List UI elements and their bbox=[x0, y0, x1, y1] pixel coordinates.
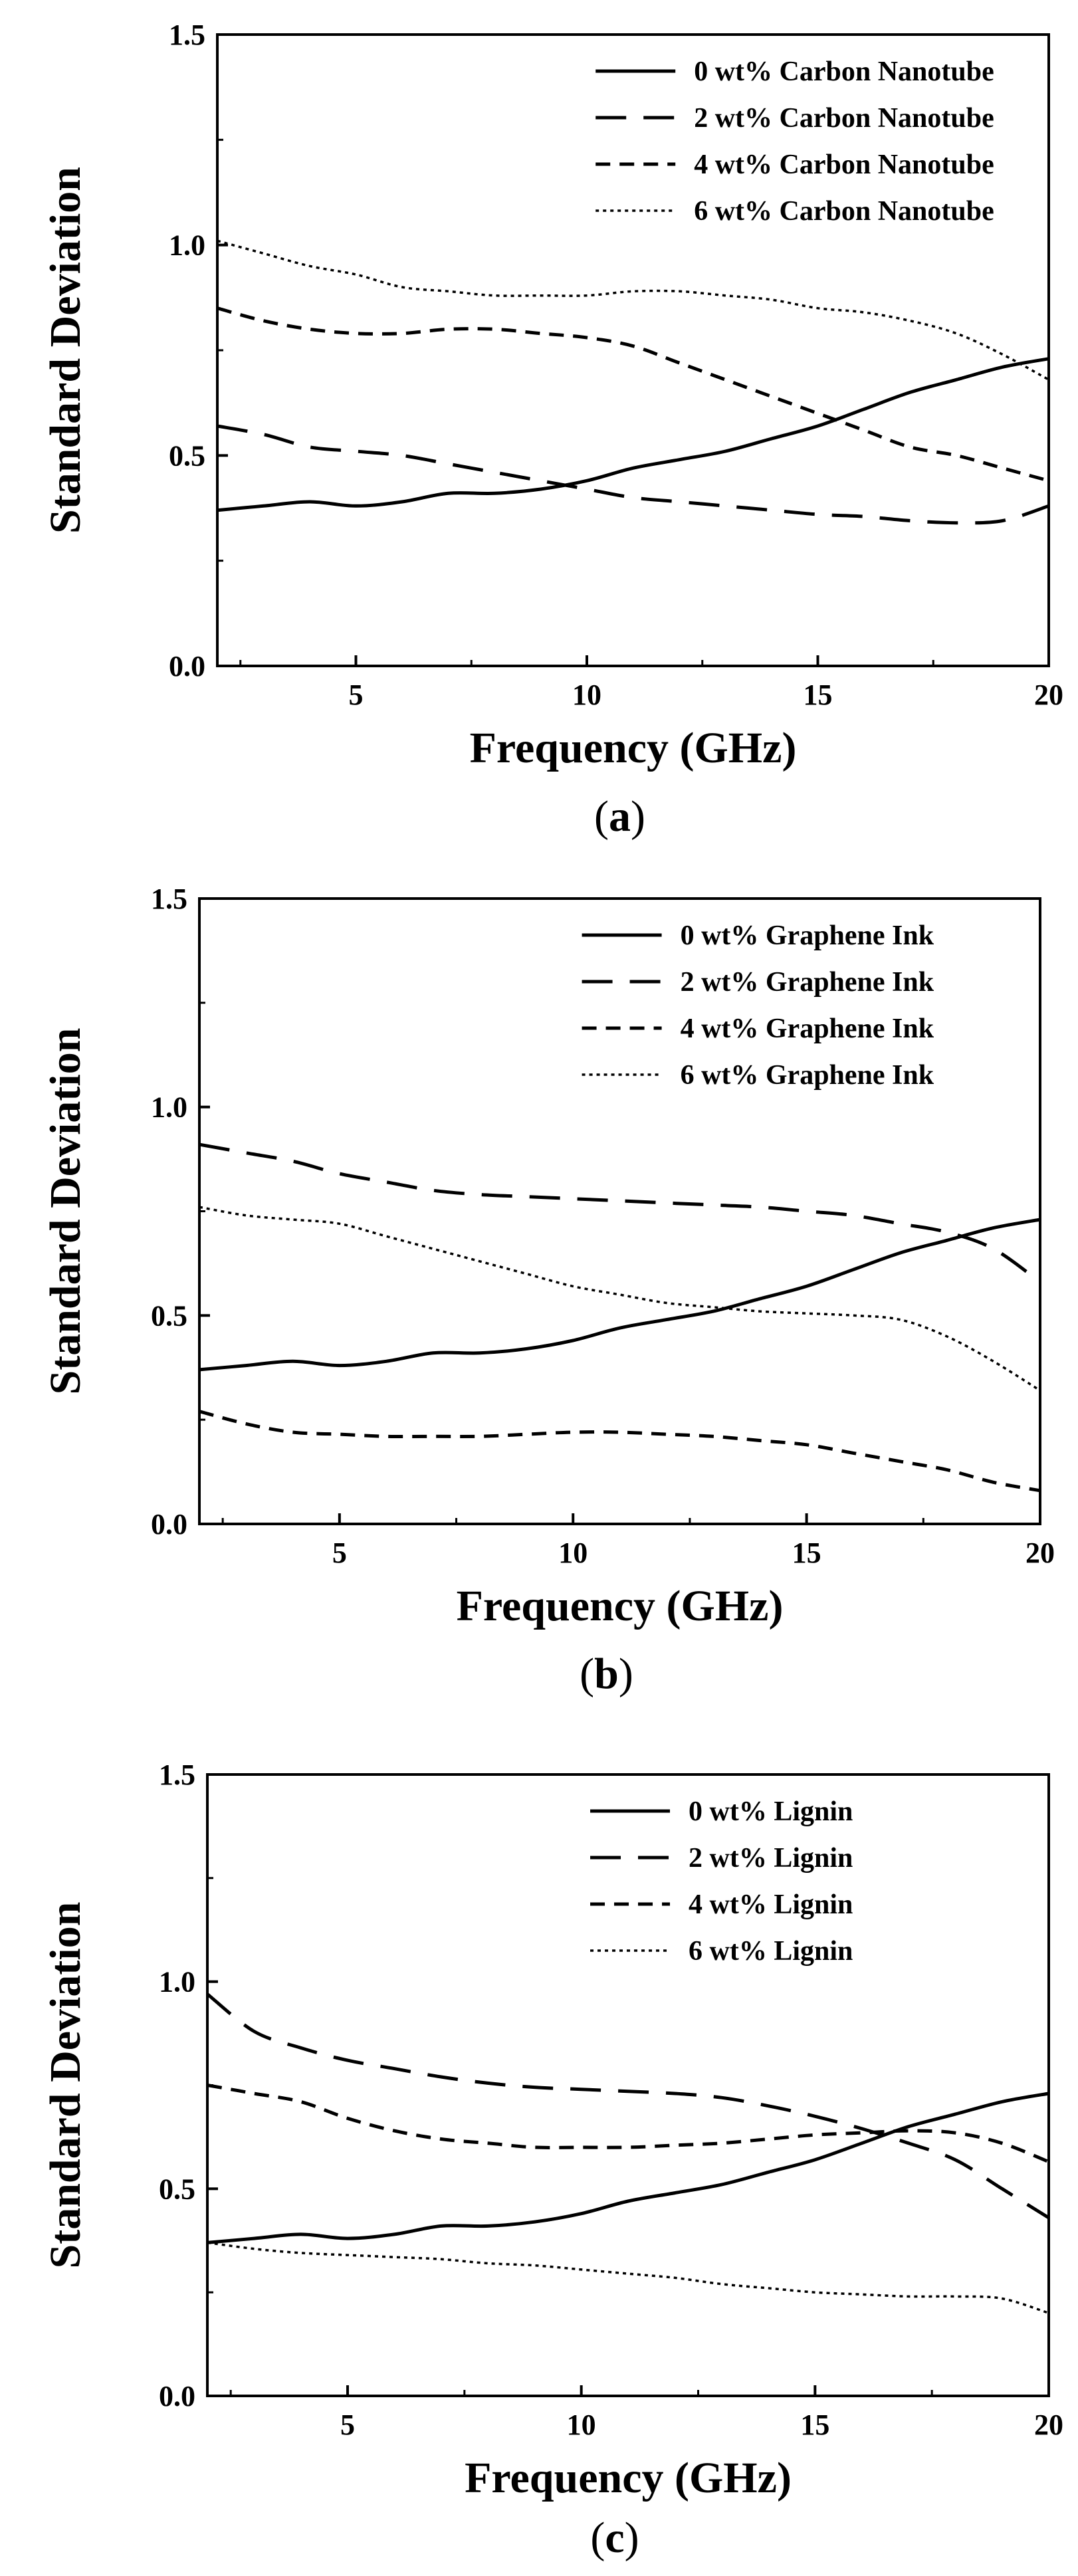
legend-label: 4 wt% Graphene Ink bbox=[681, 1014, 934, 1044]
panel-caption: (c) bbox=[590, 2514, 639, 2562]
x-tick-label: 5 bbox=[340, 2409, 355, 2441]
legend-label: 6 wt% Lignin bbox=[689, 1936, 853, 1967]
x-axis-title: Frequency (GHz) bbox=[457, 1582, 784, 1630]
x-tick-label: 15 bbox=[800, 2409, 829, 2441]
panel-caption: (a) bbox=[594, 792, 645, 841]
legend-label: 6 wt% Carbon Nanotube bbox=[694, 196, 994, 227]
y-tick-label: 1.5 bbox=[169, 19, 205, 51]
panel-caption: (b) bbox=[580, 1650, 633, 1698]
y-tick-label: 1.0 bbox=[159, 1966, 195, 1998]
y-tick-label: 0.5 bbox=[159, 2173, 195, 2205]
chart-panel-b: 0.0 0.5 1.0 1.5 5 10 15 20 Frequency (GHz) Standa… bbox=[41, 883, 1055, 1698]
series-line-3 bbox=[199, 1206, 1041, 1392]
y-tick-label: 0.0 bbox=[151, 1508, 187, 1541]
legend-label: 0 wt% Carbon Nanotube bbox=[694, 56, 994, 87]
x-tick-label: 20 bbox=[1034, 2409, 1063, 2441]
x-axis-title: Frequency (GHz) bbox=[470, 724, 797, 772]
legend-label: 2 wt% Lignin bbox=[689, 1843, 853, 1874]
x-tick-label: 5 bbox=[332, 1537, 347, 1569]
y-tick-label: 1.0 bbox=[151, 1091, 187, 1124]
y-tick-label: 0.5 bbox=[169, 439, 205, 472]
series-line-2 bbox=[217, 306, 1049, 483]
chart-panel-c: 0.0 0.5 1.0 1.5 5 10 15 20 Frequency (GHz) Standa… bbox=[41, 1759, 1063, 2562]
series-line-3 bbox=[217, 239, 1049, 381]
series-line-2 bbox=[199, 1410, 1041, 1493]
y-tick-label: 1.0 bbox=[169, 229, 205, 262]
y-axis-title: Standard Deviation bbox=[41, 1902, 90, 2269]
series-line-2 bbox=[207, 2084, 1049, 2164]
y-tick-label: 0.0 bbox=[169, 650, 205, 683]
x-tick-label: 10 bbox=[567, 2409, 596, 2441]
x-tick-label: 20 bbox=[1034, 679, 1063, 711]
series-line-1 bbox=[217, 424, 1049, 525]
series-line-3 bbox=[207, 2241, 1049, 2314]
y-axis-title: Standard Deviation bbox=[41, 167, 90, 534]
series-line-0 bbox=[207, 2092, 1049, 2244]
legend-label: 6 wt% Graphene Ink bbox=[681, 1060, 934, 1091]
y-tick-label: 0.0 bbox=[159, 2380, 195, 2413]
series-line-1 bbox=[199, 1142, 1041, 1284]
plot-frame bbox=[206, 1773, 1050, 2397]
legend-label: 4 wt% Lignin bbox=[689, 1889, 853, 1920]
x-tick-label: 20 bbox=[1025, 1537, 1055, 1569]
y-tick-label: 1.5 bbox=[151, 883, 187, 915]
x-tick-label: 15 bbox=[792, 1537, 821, 1569]
x-tick-label: 5 bbox=[349, 679, 364, 711]
x-tick-label: 10 bbox=[558, 1537, 588, 1569]
x-tick-label: 15 bbox=[804, 679, 833, 711]
y-tick-label: 1.5 bbox=[159, 1759, 195, 1791]
chart-panel-a: 0.0 0.5 1.0 1.5 5 10 15 20 Frequency (GHz) Standa… bbox=[41, 19, 1063, 841]
legend-label: 0 wt% Lignin bbox=[689, 1796, 853, 1827]
legend-label: 0 wt% Graphene Ink bbox=[681, 920, 934, 951]
x-axis-title: Frequency (GHz) bbox=[465, 2454, 792, 2502]
legend-label: 2 wt% Graphene Ink bbox=[681, 967, 934, 998]
legend-label: 2 wt% Carbon Nanotube bbox=[694, 103, 994, 134]
y-axis-title: Standard Deviation bbox=[41, 1028, 90, 1395]
y-tick-label: 0.5 bbox=[151, 1299, 187, 1332]
series-line-1 bbox=[206, 1992, 1050, 2220]
series-line-0 bbox=[199, 1218, 1041, 1372]
series-line-0 bbox=[217, 357, 1049, 512]
legend-label: 4 wt% Carbon Nanotube bbox=[694, 150, 994, 180]
x-tick-label: 10 bbox=[572, 679, 601, 711]
